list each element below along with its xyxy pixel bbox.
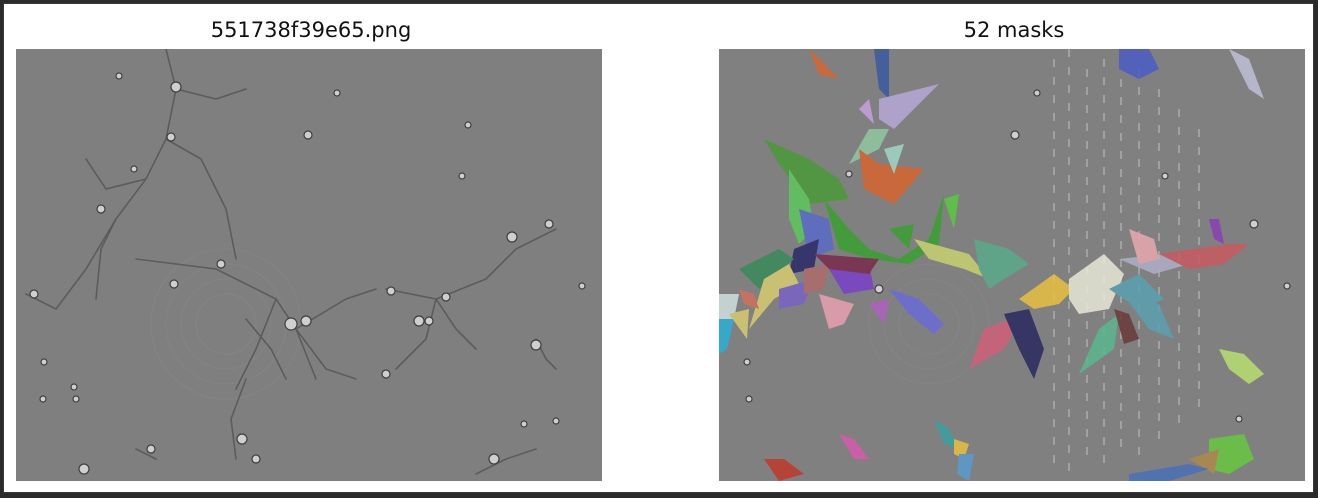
microscopy-image — [16, 49, 602, 481]
mask-overlay-graphic — [719, 49, 1305, 481]
microscopy-image-graphic — [16, 49, 602, 481]
right-panel-title: 52 masks — [963, 18, 1065, 42]
figure-canvas: 551738f39e65.png 52 masks — [3, 3, 1314, 493]
left-panel-title: 551738f39e65.png — [210, 18, 412, 42]
mask-overlay-image — [719, 49, 1305, 481]
